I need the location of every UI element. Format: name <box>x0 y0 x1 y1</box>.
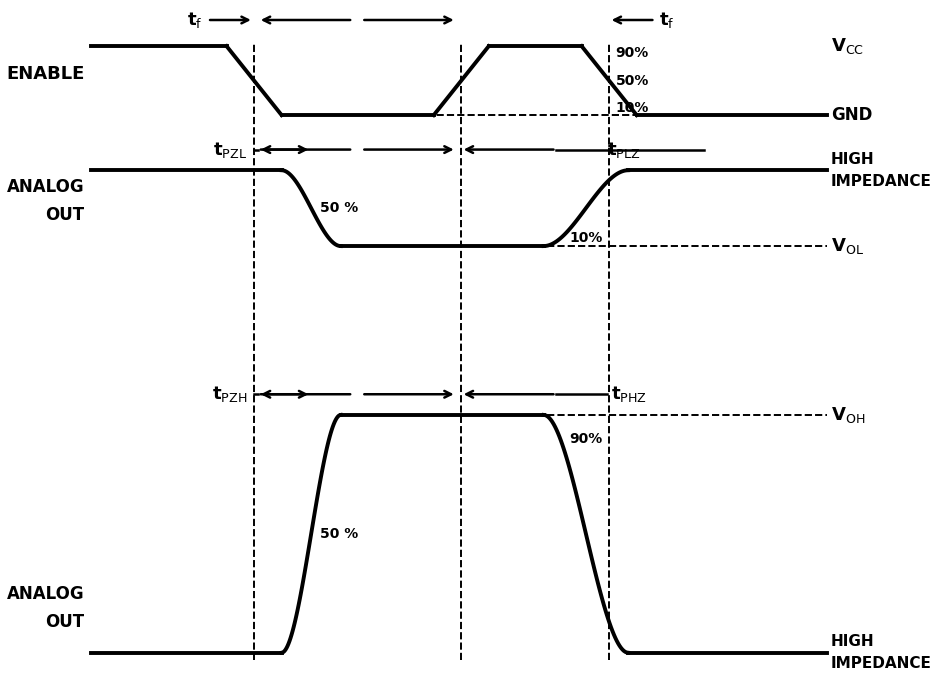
Text: IMPEDANCE: IMPEDANCE <box>831 174 932 189</box>
Text: t$_{\mathsf{PZL}}$: t$_{\mathsf{PZL}}$ <box>213 140 247 160</box>
Text: 50 %: 50 % <box>319 527 358 541</box>
Text: V$_{\mathsf{OL}}$: V$_{\mathsf{OL}}$ <box>831 236 864 256</box>
Text: ENABLE: ENABLE <box>7 65 85 83</box>
Text: t$_{\mathsf{f}}$: t$_{\mathsf{f}}$ <box>187 10 203 30</box>
Text: ANALOG: ANALOG <box>7 179 85 197</box>
Text: t$_{\mathsf{PHZ}}$: t$_{\mathsf{PHZ}}$ <box>611 384 647 404</box>
Text: HIGH: HIGH <box>831 635 875 649</box>
Text: 90%: 90% <box>569 432 602 446</box>
Text: GND: GND <box>831 106 872 124</box>
Text: 50 %: 50 % <box>319 201 358 215</box>
Text: ANALOG: ANALOG <box>7 585 85 603</box>
Text: t$_{\mathsf{f}}$: t$_{\mathsf{f}}$ <box>659 10 675 30</box>
Text: V$_{\mathsf{CC}}$: V$_{\mathsf{CC}}$ <box>831 36 864 56</box>
Text: 10%: 10% <box>569 232 602 246</box>
Text: 90%: 90% <box>615 46 649 60</box>
Text: OUT: OUT <box>45 612 85 630</box>
Text: OUT: OUT <box>45 206 85 224</box>
Text: 10%: 10% <box>615 101 649 116</box>
Text: HIGH: HIGH <box>831 152 875 167</box>
Text: 50%: 50% <box>615 73 649 88</box>
Text: t$_{\mathsf{PZH}}$: t$_{\mathsf{PZH}}$ <box>212 384 247 404</box>
Text: t$_{\mathsf{PLZ}}$: t$_{\mathsf{PLZ}}$ <box>607 140 641 160</box>
Text: IMPEDANCE: IMPEDANCE <box>831 656 932 671</box>
Text: V$_{\mathsf{OH}}$: V$_{\mathsf{OH}}$ <box>831 405 866 425</box>
